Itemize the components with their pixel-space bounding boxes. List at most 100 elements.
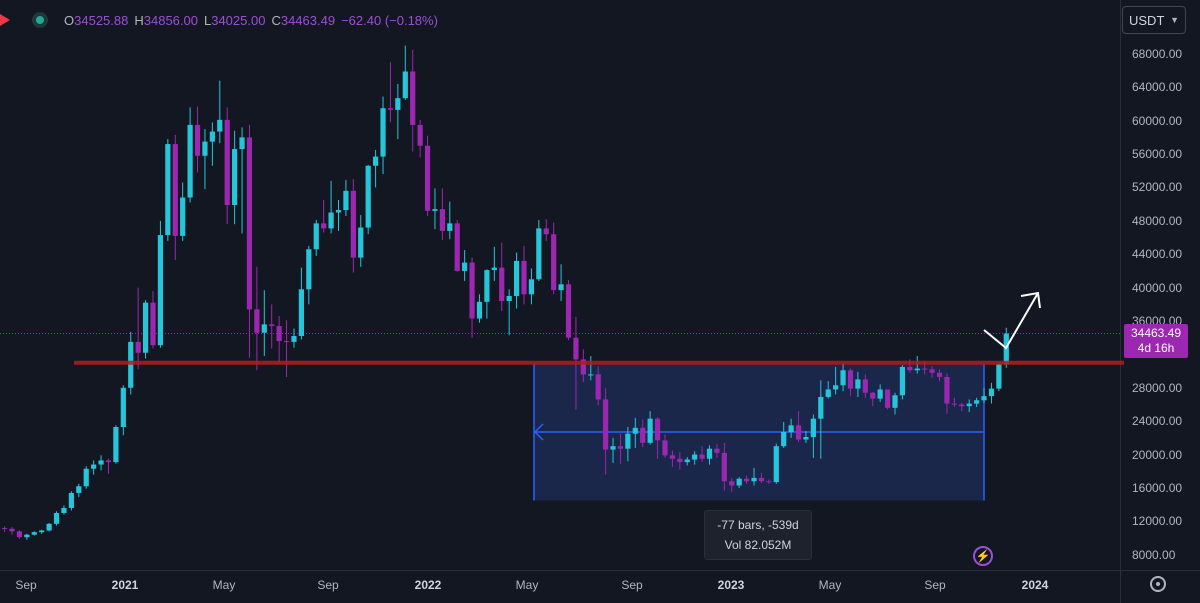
candle-body (462, 262, 468, 271)
candle-body (246, 137, 253, 310)
candle-body (795, 425, 802, 440)
measure-arrow-icon (533, 423, 544, 441)
candle-body (16, 531, 23, 538)
market-status-icon[interactable] (32, 12, 48, 28)
candle-body (417, 124, 423, 146)
candle-body (692, 454, 698, 460)
candle-body (187, 124, 193, 198)
time-scale-label: 2023 (717, 578, 745, 592)
measure-bars-text: -77 bars, -539d (717, 518, 799, 532)
candle-body (395, 98, 401, 110)
candle-body (313, 223, 319, 250)
time-scale-label: Sep (621, 578, 643, 592)
currency-select[interactable]: USDT ▼ (1122, 6, 1186, 34)
candle-body (974, 400, 980, 404)
price-scale-label: 24000.00 (1132, 414, 1183, 429)
candle-body (298, 289, 304, 337)
price-scale-label: 68000.00 (1132, 46, 1183, 61)
price-scale-label: 44000.00 (1132, 247, 1183, 262)
time-scale-label: 2022 (414, 578, 442, 592)
last-price-tag: 34463.49 4d 16h (1124, 324, 1188, 358)
candle-body (528, 279, 535, 295)
candle-body (573, 337, 579, 360)
candle-body (194, 124, 201, 156)
candle-body (402, 71, 408, 99)
price-scale-label: 52000.00 (1132, 180, 1183, 195)
ohlc-legend: O 34525.88 H 34856.00 L 34025.00 C 34463.49 … (0, 6, 438, 34)
candle-body (781, 432, 787, 447)
close-label: C (271, 12, 281, 28)
candle-body (447, 223, 453, 231)
projection-arrow[interactable] (983, 292, 1039, 350)
price-scale-label: 20000.00 (1132, 447, 1183, 462)
high-value: 34856.00 (143, 12, 198, 28)
candle-body (855, 379, 861, 389)
candle-body (31, 532, 37, 535)
low-label: L (203, 12, 212, 28)
candle-body (595, 374, 601, 400)
candles-group (2, 45, 1009, 540)
open-label: O (64, 12, 75, 28)
candle-body (981, 396, 987, 401)
candle-body (766, 481, 772, 483)
candle-body (862, 379, 868, 393)
time-scale-label: May (212, 578, 236, 592)
candle-body (543, 228, 549, 235)
candle-body (232, 149, 238, 206)
low-value: 34025.00 (211, 12, 266, 28)
candle-body (24, 534, 30, 538)
candle-body (432, 209, 438, 211)
price-scale-label: 48000.00 (1132, 213, 1183, 228)
candle-body (239, 137, 245, 150)
candle-body (513, 260, 520, 296)
candle-body (536, 228, 542, 280)
price-scale-label: 12000.00 (1132, 514, 1183, 529)
candle-body (640, 427, 646, 443)
candle-body (373, 156, 379, 166)
candle-body (558, 284, 564, 291)
candle-body (135, 341, 141, 353)
candle-body (944, 376, 950, 404)
candle-body (165, 144, 171, 236)
candle-body (335, 210, 342, 213)
candle-body (684, 459, 690, 463)
chevron-down-icon: ▼ (1170, 15, 1179, 25)
candle-body (810, 418, 816, 438)
time-scale-label: May (515, 578, 539, 592)
candle-body (39, 530, 45, 533)
price-scale-label: 56000.00 (1132, 147, 1183, 162)
candle-body (788, 425, 794, 433)
candle-body (172, 144, 178, 236)
candle-body (283, 341, 290, 343)
candle-body (647, 418, 653, 443)
candle-body (410, 71, 416, 125)
price-scale-label: 40000.00 (1132, 280, 1183, 295)
candle-body (877, 389, 883, 399)
candle-body (261, 324, 267, 333)
candle-body (825, 389, 831, 397)
candle-body (922, 368, 928, 370)
candle-body (617, 446, 624, 449)
lightning-icon[interactable]: ⚡ (973, 546, 993, 566)
candle-body (521, 260, 527, 295)
settings-gear-icon[interactable] (1150, 576, 1166, 592)
price-scale-label: 60000.00 (1132, 113, 1183, 128)
candle-body (365, 165, 371, 228)
time-scale-label: 2021 (111, 578, 139, 592)
candle-body (892, 395, 898, 408)
candle-body (291, 336, 297, 342)
candle-body (269, 324, 275, 327)
candle-body (321, 223, 327, 229)
candle-body (899, 366, 906, 396)
candle-body (53, 512, 60, 524)
candle-body (565, 284, 572, 338)
candle-body (736, 478, 742, 486)
candle-body (76, 486, 82, 493)
candle-body (254, 309, 260, 333)
candle-body (276, 326, 282, 342)
candle-body (706, 448, 713, 459)
candle-body (469, 262, 475, 319)
time-scale-label: May (818, 578, 842, 592)
candle-body (966, 403, 972, 407)
